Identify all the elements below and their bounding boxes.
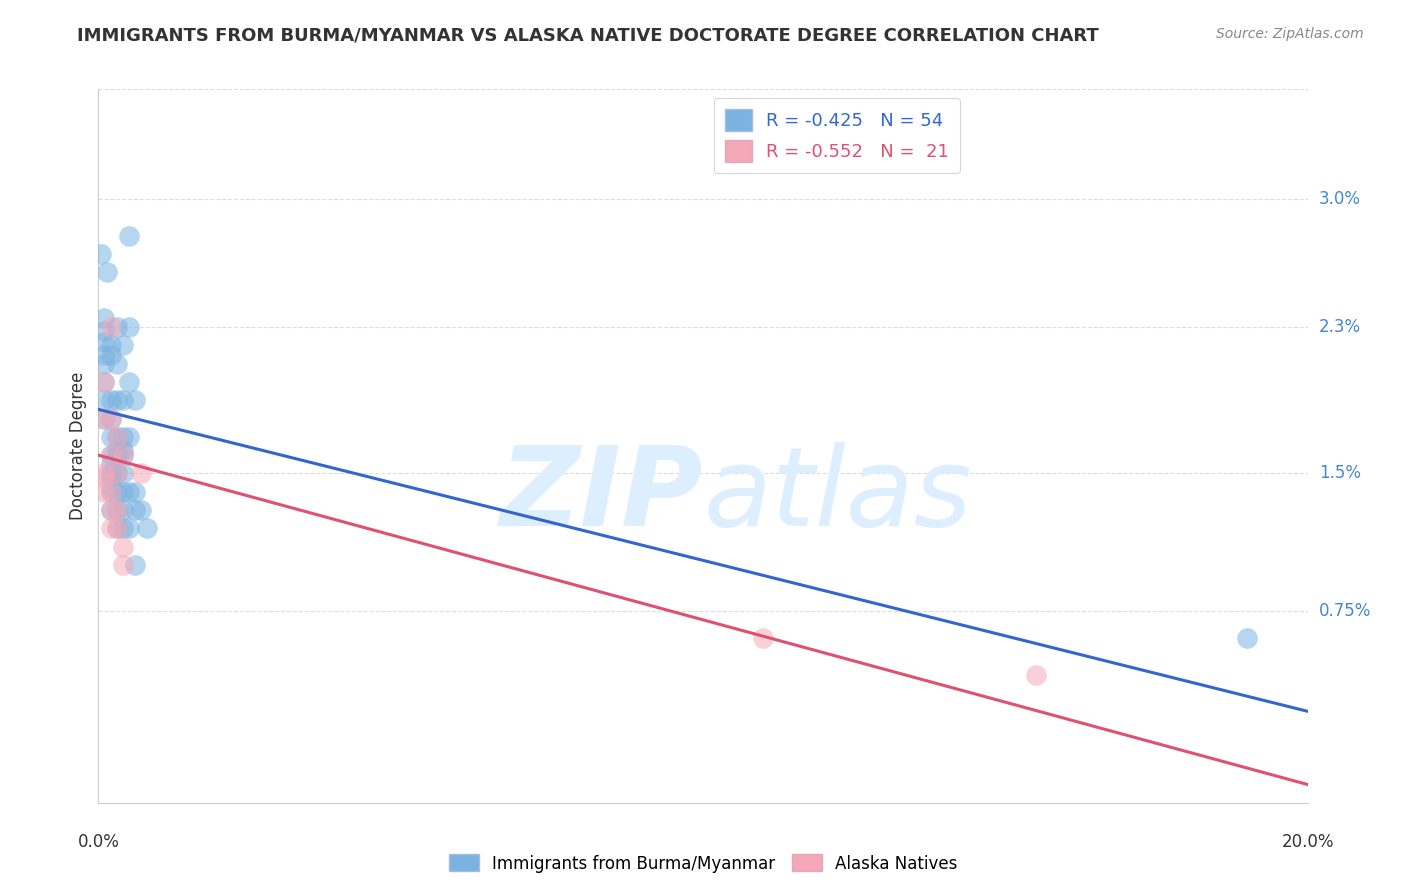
Point [100, 338, 122, 352]
Point [100, 448, 122, 462]
Point [100, 448, 122, 462]
Legend: R = -0.425   N = 54, R = -0.552   N =  21: R = -0.425 N = 54, R = -0.552 N = 21 [714, 98, 960, 173]
Point [111, 393, 134, 408]
Point [118, 521, 141, 535]
Point [105, 521, 128, 535]
Point [93, 375, 115, 389]
Point [100, 411, 122, 425]
Point [93, 467, 115, 481]
Point [111, 558, 134, 572]
Legend: Immigrants from Burma/Myanmar, Alaska Natives: Immigrants from Burma/Myanmar, Alaska Na… [441, 847, 965, 880]
Point [105, 320, 128, 334]
Point [100, 430, 122, 444]
Point [111, 467, 134, 481]
Text: 0.75%: 0.75% [1319, 602, 1371, 620]
Point [93, 347, 115, 361]
Point [100, 521, 122, 535]
Point [93, 334, 115, 349]
Point [100, 411, 122, 425]
Point [111, 448, 134, 462]
Point [96, 265, 118, 279]
Point [105, 467, 128, 481]
Point [118, 430, 141, 444]
Point [111, 521, 134, 535]
Text: IMMIGRANTS FROM BURMA/MYANMAR VS ALASKA NATIVE DOCTORATE DEGREE CORRELATION CHAR: IMMIGRANTS FROM BURMA/MYANMAR VS ALASKA … [77, 27, 1099, 45]
Point [105, 467, 128, 481]
Point [100, 347, 122, 361]
Point [129, 467, 152, 481]
Point [111, 503, 134, 517]
Point [100, 470, 122, 484]
Text: 20.0%: 20.0% [1281, 833, 1334, 851]
Point [93, 357, 115, 371]
Point [100, 320, 122, 334]
Point [105, 430, 128, 444]
Point [111, 448, 134, 462]
Point [105, 430, 128, 444]
Point [105, 503, 128, 517]
Point [93, 324, 115, 338]
Point [105, 393, 128, 408]
Text: 3.0%: 3.0% [1319, 190, 1361, 208]
Text: ZIP: ZIP [499, 442, 703, 549]
Point [93, 375, 115, 389]
Point [118, 228, 141, 243]
Point [105, 503, 128, 517]
Point [124, 393, 146, 408]
Point [105, 448, 128, 462]
Point [93, 484, 115, 499]
Text: atlas: atlas [703, 442, 972, 549]
Point [100, 484, 122, 499]
Point [100, 484, 122, 499]
Point [111, 442, 134, 457]
Point [111, 484, 134, 499]
Point [93, 393, 115, 408]
Point [100, 458, 122, 472]
Text: 0.0%: 0.0% [77, 833, 120, 851]
Point [100, 479, 122, 493]
Text: Source: ZipAtlas.com: Source: ZipAtlas.com [1216, 27, 1364, 41]
Point [111, 540, 134, 554]
Point [118, 320, 141, 334]
Point [105, 484, 128, 499]
Point [93, 310, 115, 325]
Point [100, 393, 122, 408]
Point [105, 444, 128, 458]
Point [752, 631, 775, 645]
Point [124, 484, 146, 499]
Point [1024, 667, 1046, 681]
Point [135, 521, 157, 535]
Y-axis label: Doctorate Degree: Doctorate Degree [69, 372, 87, 520]
Point [118, 484, 141, 499]
Point [100, 503, 122, 517]
Point [129, 503, 152, 517]
Point [118, 375, 141, 389]
Point [93, 470, 115, 484]
Point [111, 338, 134, 352]
Point [124, 558, 146, 572]
Point [124, 503, 146, 517]
Point [93, 411, 115, 425]
Point [100, 467, 122, 481]
Point [111, 430, 134, 444]
Point [90, 247, 112, 261]
Point [93, 411, 115, 425]
Point [100, 503, 122, 517]
Point [1236, 631, 1258, 645]
Text: 2.3%: 2.3% [1319, 318, 1361, 336]
Point [105, 521, 128, 535]
Point [105, 357, 128, 371]
Text: 1.5%: 1.5% [1319, 465, 1361, 483]
